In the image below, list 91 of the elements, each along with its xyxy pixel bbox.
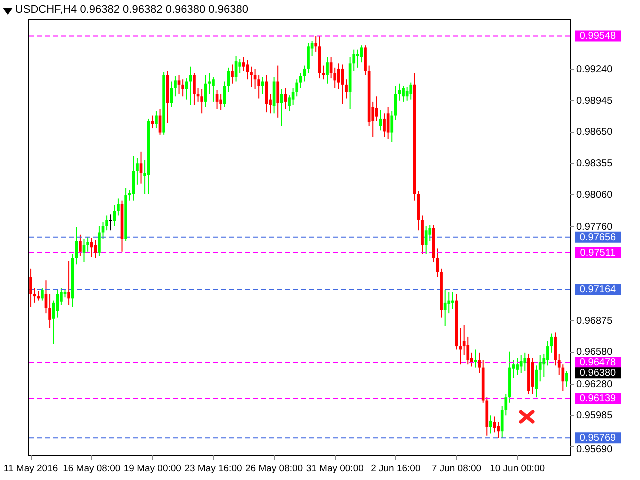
candlestick [326, 56, 329, 84]
candlestick [33, 288, 36, 304]
ref-line-label: 0.97656 [580, 232, 617, 244]
candlestick [113, 204, 116, 227]
candlestick [424, 226, 428, 255]
y-tick-label: 0.96580 [576, 347, 614, 358]
candlestick [410, 82, 413, 100]
candlestick [538, 354, 542, 382]
x-tick-label: 16 May 08:00 [63, 464, 121, 474]
candlestick [364, 45, 367, 76]
candlestick [535, 365, 538, 398]
y-tick-label: 0.98355 [576, 158, 614, 170]
candlestick [524, 352, 527, 372]
candlestick [390, 111, 394, 143]
x-tick-label: 19 May 00:00 [124, 464, 182, 474]
candlestick [356, 49, 360, 68]
candlestick [94, 240, 98, 259]
x-tick-label: 26 May 08:00 [246, 464, 304, 474]
candlestick [132, 156, 136, 202]
candlestick [516, 358, 519, 376]
y-tick-label: 0.96875 [576, 316, 614, 327]
candlestick [383, 113, 386, 138]
candlestick [170, 81, 174, 108]
candlestick [220, 94, 223, 111]
candlestick [444, 290, 447, 327]
y-tick-label: 0.95985 [576, 410, 614, 422]
candlestick [394, 85, 398, 121]
candlestick [554, 332, 557, 366]
ref-line-label: 0.97511 [580, 248, 616, 259]
candlestick [520, 354, 523, 374]
candlestick [98, 226, 101, 257]
candlestick [546, 340, 550, 366]
candlestick [174, 76, 177, 98]
candlestick [238, 58, 242, 74]
candlestick [30, 268, 32, 308]
ref-line-label: 0.95769 [580, 433, 617, 444]
y-tick-label: 0.97760 [576, 222, 614, 233]
candlestick [200, 88, 204, 114]
candlestick [117, 198, 120, 216]
candlestick [566, 370, 568, 388]
ref-line-label: 0.97164 [580, 284, 617, 296]
x-tick-label: 2 Jun 16:00 [371, 464, 421, 474]
candlestick [193, 72, 196, 106]
y-tick-label: 0.99240 [576, 64, 614, 76]
candlestick [178, 74, 181, 95]
candlestick [478, 352, 481, 374]
candlestick [68, 260, 70, 306]
candlestick [261, 76, 264, 95]
y-tick-label: 0.98650 [576, 127, 614, 138]
candlestick [360, 45, 364, 64]
x-tick-label: 7 Jun 08:00 [432, 464, 482, 474]
y-tick-label: 0.96280 [576, 379, 614, 390]
candlestick [41, 288, 44, 302]
candlestick [79, 234, 82, 257]
candlestick [204, 74, 208, 108]
x-tick-label: 23 May 16:00 [184, 464, 242, 474]
candlestick [307, 42, 310, 74]
candlestick [452, 292, 454, 310]
candlestick [48, 294, 52, 329]
x-tick-label: 11 May 2016 [4, 464, 58, 474]
candlestick [288, 95, 291, 112]
candlestick [90, 238, 94, 258]
candlestick [314, 36, 318, 52]
candlestick [151, 115, 154, 130]
candlestick [276, 65, 280, 118]
ref-line-label: 0.96139 [580, 394, 617, 405]
candlestick [231, 64, 234, 84]
y-tick-label: 0.95690 [576, 444, 614, 456]
candlestick [459, 328, 462, 366]
x-tick-label: 10 Jun 00:00 [490, 464, 546, 474]
candlestick [337, 63, 340, 90]
text: 0.96380 [580, 368, 617, 380]
candlestick [402, 85, 405, 102]
candlestick [109, 214, 112, 232]
ref-line-label: 0.99548 [580, 31, 617, 42]
candlestick [182, 79, 184, 98]
candlestick [490, 415, 492, 434]
candlestick [136, 158, 139, 186]
candlestick [37, 290, 40, 302]
candlestick [212, 76, 215, 102]
y-tick-label: 0.98945 [576, 96, 614, 107]
y-tick-label: 0.98060 [576, 190, 614, 201]
chart-title: USDCHF,H4 0.96382 0.96382 0.96380 0.96380 [15, 4, 248, 16]
candlestick [280, 88, 284, 127]
candlestick [497, 422, 500, 438]
candlestick [155, 111, 158, 130]
candlestick [375, 96, 378, 122]
ref-line-label: 0.96478 [580, 358, 617, 369]
candlestick [345, 79, 348, 100]
candlestick [250, 66, 253, 88]
x-tick-label: 31 May 00:00 [306, 464, 364, 474]
